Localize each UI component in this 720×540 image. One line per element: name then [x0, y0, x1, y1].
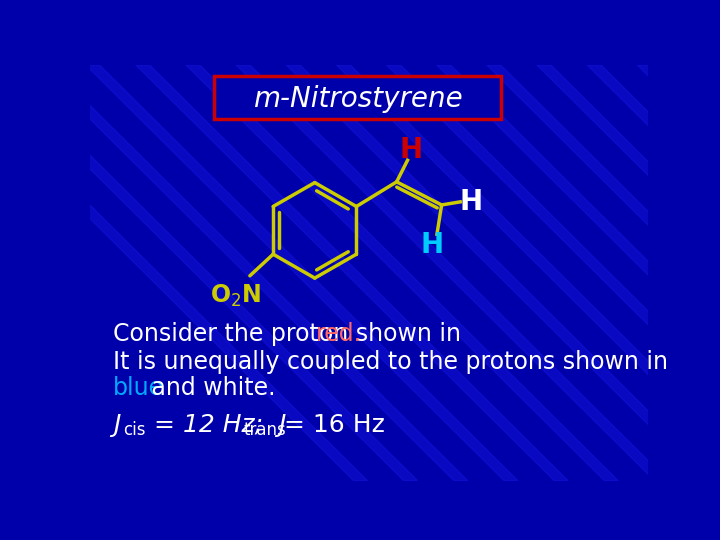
Polygon shape — [336, 65, 720, 481]
Polygon shape — [236, 65, 668, 481]
Text: red.: red. — [315, 322, 361, 346]
Text: and white.: and white. — [143, 376, 275, 400]
Polygon shape — [0, 65, 367, 481]
Text: = 16 Hz: = 16 Hz — [276, 413, 385, 437]
Text: m-Nitrostyrene: m-Nitrostyrene — [253, 85, 463, 113]
Polygon shape — [487, 65, 720, 481]
Text: H: H — [420, 231, 444, 259]
Polygon shape — [286, 65, 719, 481]
Polygon shape — [537, 65, 720, 481]
Polygon shape — [637, 65, 720, 481]
Text: H: H — [399, 136, 422, 164]
Polygon shape — [0, 65, 418, 481]
Polygon shape — [35, 65, 468, 481]
Text: blue: blue — [113, 376, 164, 400]
Text: It is unequally coupled to the protons shown in: It is unequally coupled to the protons s… — [113, 350, 668, 374]
Polygon shape — [687, 65, 720, 481]
Text: O$_2$N: O$_2$N — [210, 283, 261, 309]
Text: Consider the proton shown in: Consider the proton shown in — [113, 322, 469, 346]
Text: cis: cis — [123, 421, 146, 439]
Polygon shape — [186, 65, 618, 481]
Polygon shape — [587, 65, 720, 481]
Text: trans: trans — [243, 421, 287, 439]
Polygon shape — [387, 65, 720, 481]
Polygon shape — [135, 65, 568, 481]
Text: J: J — [113, 413, 121, 437]
Text: H: H — [459, 188, 482, 216]
Polygon shape — [86, 65, 518, 481]
FancyBboxPatch shape — [214, 76, 500, 119]
Text: = 12 Hz;  J: = 12 Hz; J — [145, 413, 286, 437]
Polygon shape — [436, 65, 720, 481]
